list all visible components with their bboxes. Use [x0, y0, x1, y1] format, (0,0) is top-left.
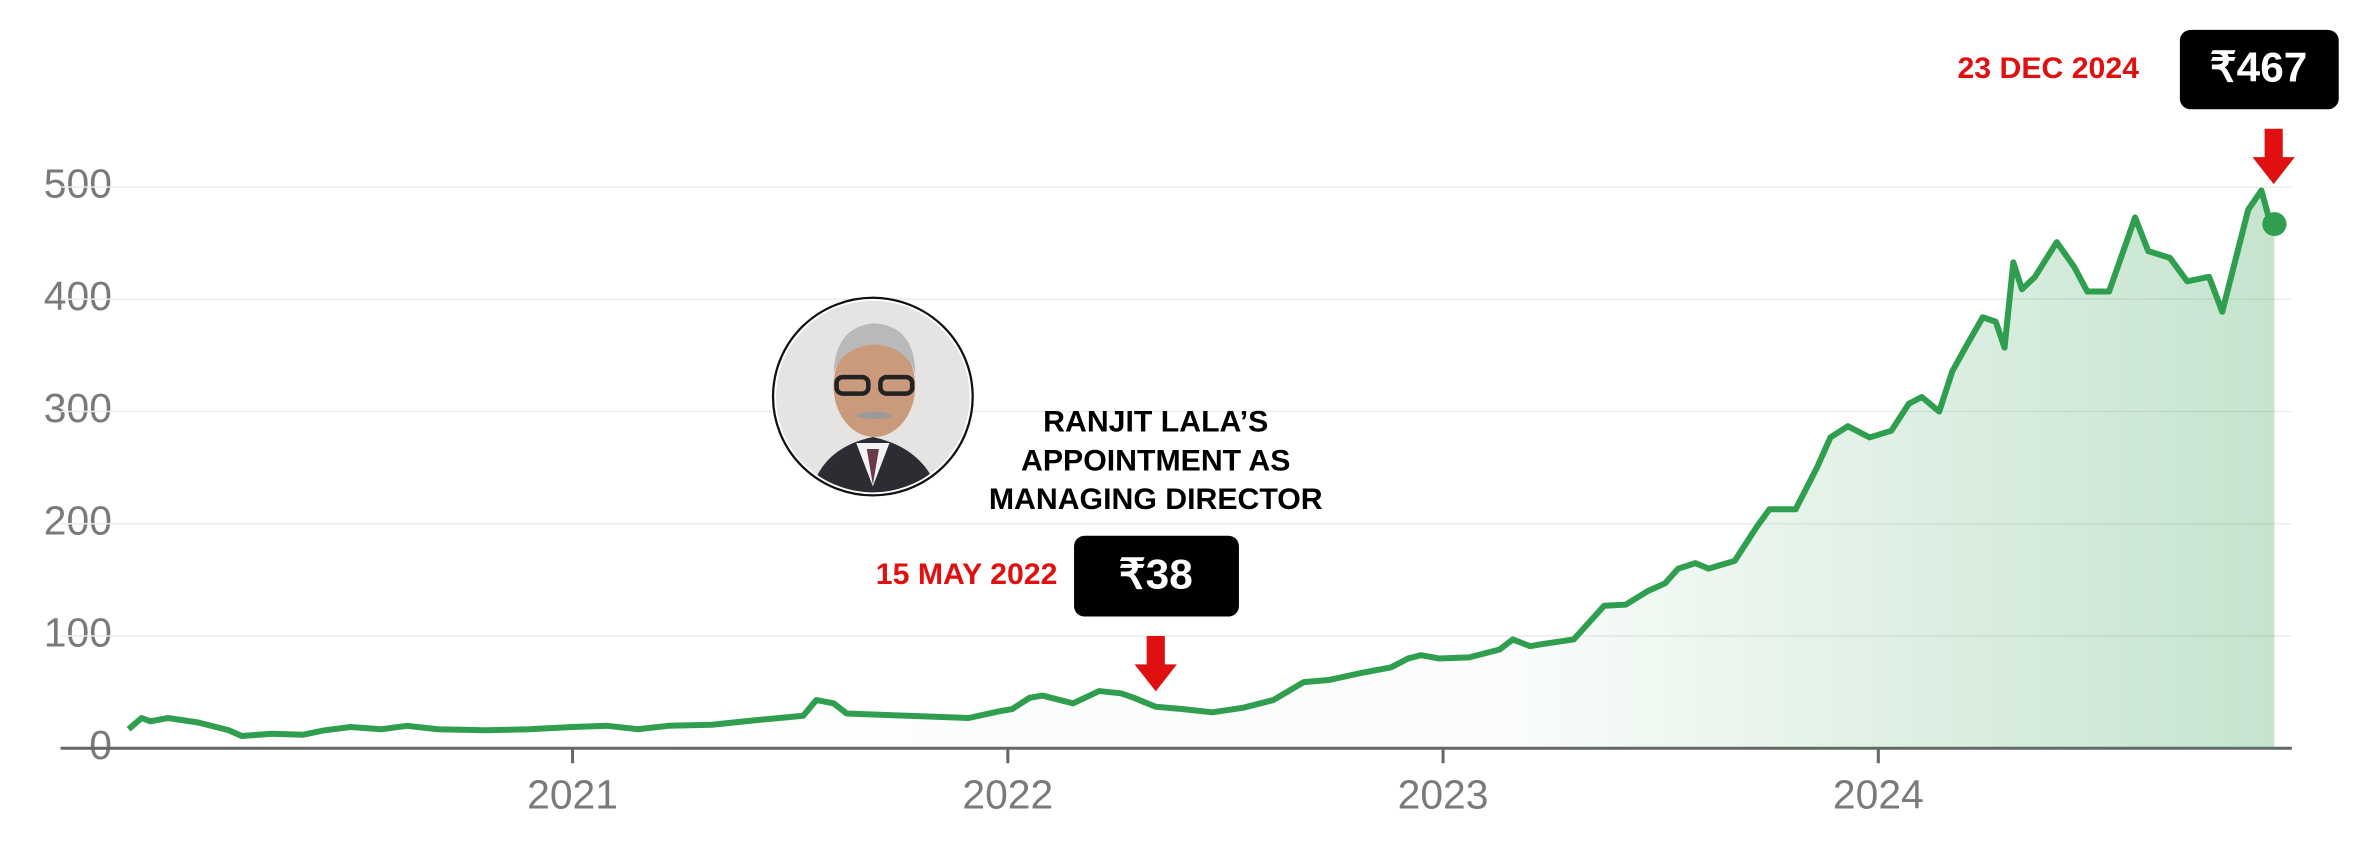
portrait — [771, 296, 974, 497]
arrow — [2252, 128, 2295, 185]
price-box — [2179, 29, 2339, 110]
date-label: 15 MAY 2022 — [876, 558, 1058, 591]
price-box — [1074, 535, 1239, 617]
note-line: RANJIT LALA’S — [1043, 406, 1268, 439]
y-tick-label: 200 — [44, 498, 112, 544]
x-tick-label: 2023 — [1398, 772, 1489, 818]
y-tick-label: 500 — [44, 161, 112, 207]
y-tick-label: 300 — [44, 385, 112, 431]
x-tick-label: 2021 — [527, 772, 618, 818]
area — [128, 190, 2275, 749]
x-tick-label: 2024 — [1833, 772, 1924, 818]
date-label: 23 DEC 2024 — [1957, 52, 2139, 85]
y-tick-label: 0 — [89, 722, 112, 768]
y-tick-label: 100 — [44, 610, 112, 656]
plot: 0 100 200 300 400 500 2021 2022 2023 2024 — [44, 161, 2292, 817]
y-tick-label: 400 — [44, 273, 112, 319]
end-dot — [2262, 212, 2287, 237]
price-label: ₹467 — [2210, 44, 2308, 91]
price-label: ₹38 — [1119, 551, 1193, 598]
note-line: APPOINTMENT AS — [1021, 444, 1290, 477]
line — [126, 187, 2276, 739]
x-tick-label: 2022 — [962, 772, 1053, 818]
note-line: MANAGING DIRECTOR — [989, 483, 1323, 516]
arrow — [1134, 636, 1177, 692]
